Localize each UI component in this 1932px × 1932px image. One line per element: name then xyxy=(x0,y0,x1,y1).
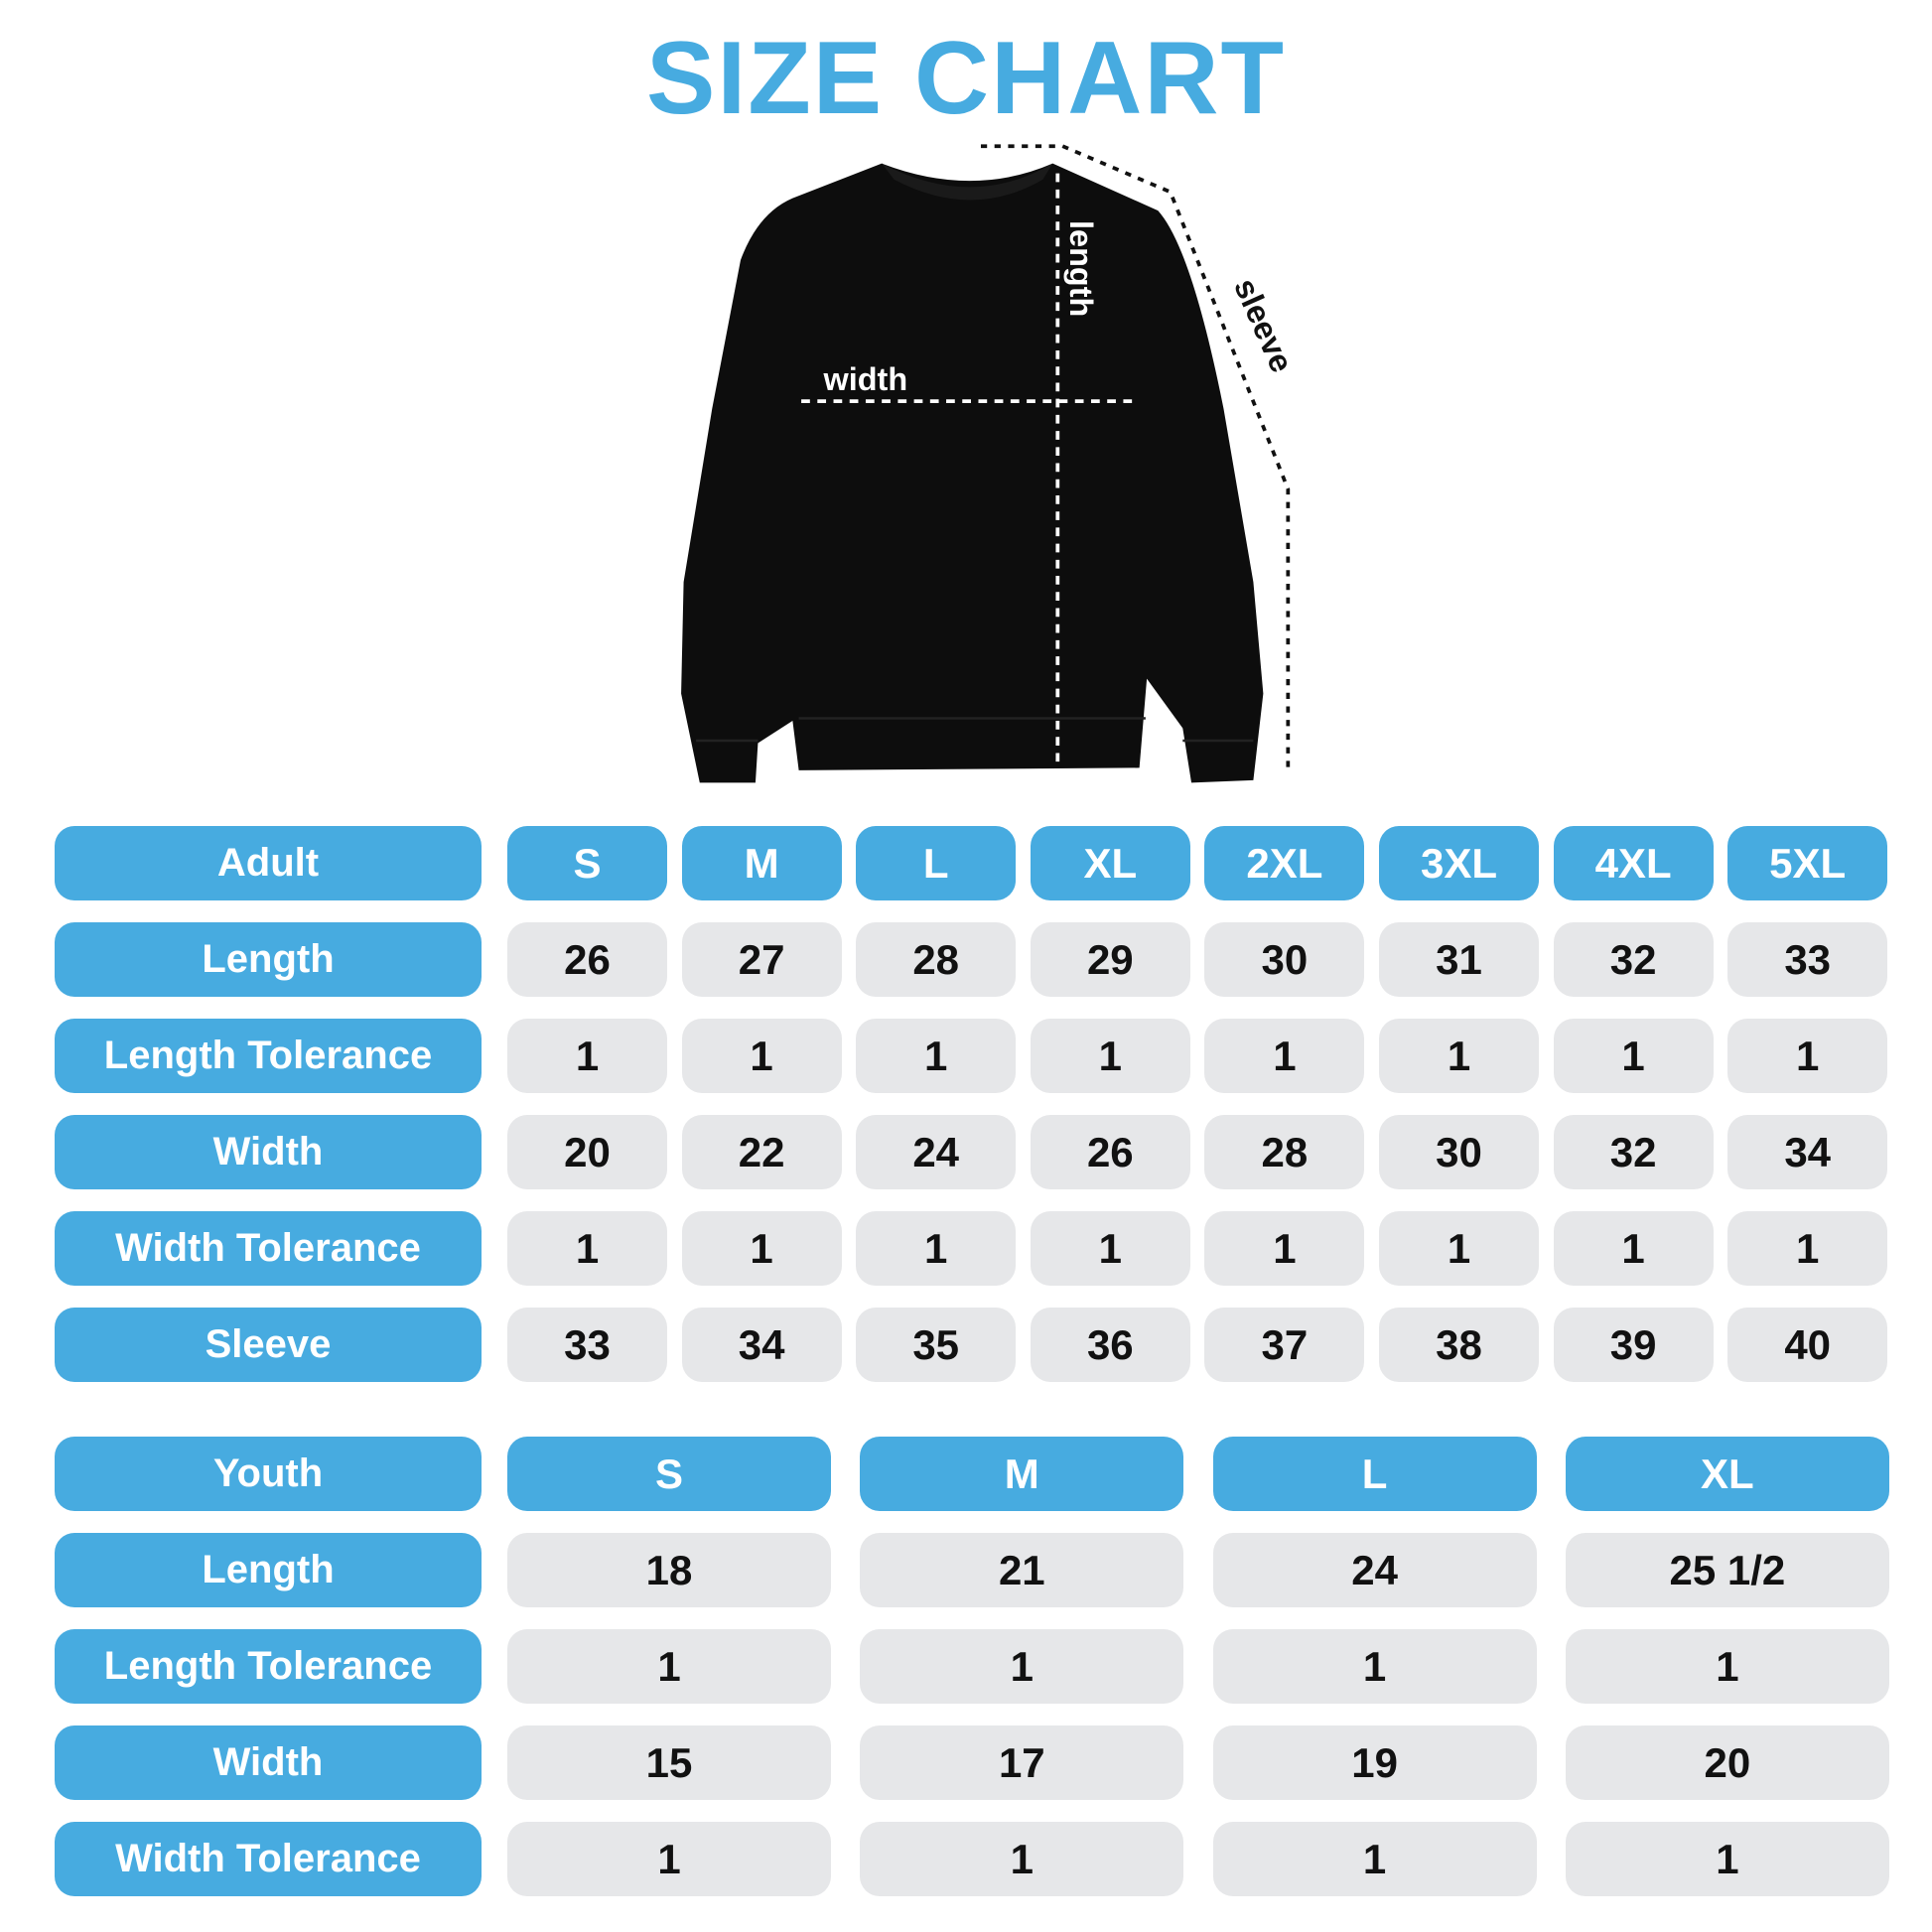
adult-cell-length-tolerance: 1 xyxy=(856,1019,1017,1093)
adult-size-5xl: 5XL xyxy=(1727,826,1888,900)
youth-cell-width-tolerance: 1 xyxy=(1212,1822,1537,1896)
youth-cell-length-tolerance: 1 xyxy=(1565,1629,1889,1704)
adult-cell-length-tolerance: 1 xyxy=(1553,1019,1714,1093)
adult-row-label-width: Width xyxy=(55,1115,482,1189)
width-label: width xyxy=(823,361,908,397)
adult-cell-sleeve: 40 xyxy=(1727,1308,1888,1382)
youth-cell-width: 19 xyxy=(1212,1725,1537,1800)
adult-cell-width-tolerance: 1 xyxy=(1030,1211,1190,1286)
adult-cell-length: 28 xyxy=(856,922,1017,997)
adult-size-l: L xyxy=(856,826,1017,900)
adult-cell-length-tolerance: 1 xyxy=(1204,1019,1365,1093)
youth-cell-length-tolerance: 1 xyxy=(507,1629,831,1704)
youth-cell-length: 21 xyxy=(860,1533,1184,1607)
youth-cell-length-tolerance: 1 xyxy=(1212,1629,1537,1704)
adult-cell-width: 28 xyxy=(1204,1115,1365,1189)
adult-cell-sleeve: 35 xyxy=(856,1308,1017,1382)
adult-size-3xl: 3XL xyxy=(1379,826,1539,900)
adult-cell-width-tolerance: 1 xyxy=(856,1211,1017,1286)
sleeve-measure-line xyxy=(980,144,1291,774)
youth-cell-length-tolerance: 1 xyxy=(860,1629,1184,1704)
adult-cell-length: 30 xyxy=(1204,922,1365,997)
youth-size-xl: XL xyxy=(1565,1437,1889,1511)
adult-cell-length-tolerance: 1 xyxy=(507,1019,667,1093)
adult-cell-length-tolerance: 1 xyxy=(1727,1019,1888,1093)
adult-cell-sleeve: 38 xyxy=(1379,1308,1539,1382)
adult-cell-length-tolerance: 1 xyxy=(1030,1019,1190,1093)
adult-cell-length-tolerance: 1 xyxy=(681,1019,842,1093)
adult-size-2xl: 2XL xyxy=(1204,826,1365,900)
adult-cell-width: 32 xyxy=(1553,1115,1714,1189)
youth-size-l: L xyxy=(1212,1437,1537,1511)
adult-cell-width-tolerance: 1 xyxy=(681,1211,842,1286)
adult-cell-width: 22 xyxy=(681,1115,842,1189)
adult-cell-length: 33 xyxy=(1727,922,1888,997)
adult-cell-length: 32 xyxy=(1553,922,1714,997)
youth-cell-length: 25 1/2 xyxy=(1565,1533,1889,1607)
youth-row-label-length-tolerance: Length Tolerance xyxy=(55,1629,482,1704)
adult-cell-width: 24 xyxy=(856,1115,1017,1189)
adult-row-label-sleeve: Sleeve xyxy=(55,1308,482,1382)
adult-cell-sleeve: 34 xyxy=(681,1308,842,1382)
adult-cell-width-tolerance: 1 xyxy=(1379,1211,1539,1286)
adult-size-xl: XL xyxy=(1030,826,1190,900)
youth-cell-length: 24 xyxy=(1212,1533,1537,1607)
adult-cell-width-tolerance: 1 xyxy=(1204,1211,1365,1286)
adult-cell-width-tolerance: 1 xyxy=(507,1211,667,1286)
adult-cell-length: 29 xyxy=(1030,922,1190,997)
adult-cell-width: 20 xyxy=(507,1115,667,1189)
adult-cell-length-tolerance: 1 xyxy=(1379,1019,1539,1093)
youth-cell-width-tolerance: 1 xyxy=(507,1822,831,1896)
adult-size-4xl: 4XL xyxy=(1553,826,1714,900)
youth-header: Youth xyxy=(55,1437,482,1511)
youth-cell-width: 15 xyxy=(507,1725,831,1800)
adult-cell-length: 26 xyxy=(507,922,667,997)
adult-cell-width: 34 xyxy=(1727,1115,1888,1189)
adult-cell-length: 31 xyxy=(1379,922,1539,997)
adult-cell-length: 27 xyxy=(681,922,842,997)
adult-row-label-length-tolerance: Length Tolerance xyxy=(55,1019,482,1093)
adult-size-s: S xyxy=(507,826,667,900)
youth-row-label-width: Width xyxy=(55,1725,482,1800)
youth-cell-width: 20 xyxy=(1565,1725,1889,1800)
youth-row-label-length: Length xyxy=(55,1533,482,1607)
youth-cell-length: 18 xyxy=(507,1533,831,1607)
adult-size-m: M xyxy=(681,826,842,900)
youth-size-s: S xyxy=(507,1437,831,1511)
youth-size-m: M xyxy=(860,1437,1184,1511)
adult-row-label-length: Length xyxy=(55,922,482,997)
adult-cell-sleeve: 33 xyxy=(507,1308,667,1382)
length-label: length xyxy=(1063,220,1099,317)
adult-cell-width: 30 xyxy=(1379,1115,1539,1189)
youth-cell-width: 17 xyxy=(860,1725,1184,1800)
adult-cell-sleeve: 39 xyxy=(1553,1308,1714,1382)
adult-header: Adult xyxy=(55,826,482,900)
adult-cell-width-tolerance: 1 xyxy=(1727,1211,1888,1286)
youth-cell-width-tolerance: 1 xyxy=(860,1822,1184,1896)
youth-cell-width-tolerance: 1 xyxy=(1565,1822,1889,1896)
page-title: SIZE CHART xyxy=(646,21,1286,136)
youth-row-label-width-tolerance: Width Tolerance xyxy=(55,1822,482,1896)
adult-cell-width-tolerance: 1 xyxy=(1553,1211,1714,1286)
adult-cell-sleeve: 37 xyxy=(1204,1308,1365,1382)
sweater-image xyxy=(681,163,1264,783)
adult-row-label-width-tolerance: Width Tolerance xyxy=(55,1211,482,1286)
adult-cell-sleeve: 36 xyxy=(1030,1308,1190,1382)
adult-cell-width: 26 xyxy=(1030,1115,1190,1189)
